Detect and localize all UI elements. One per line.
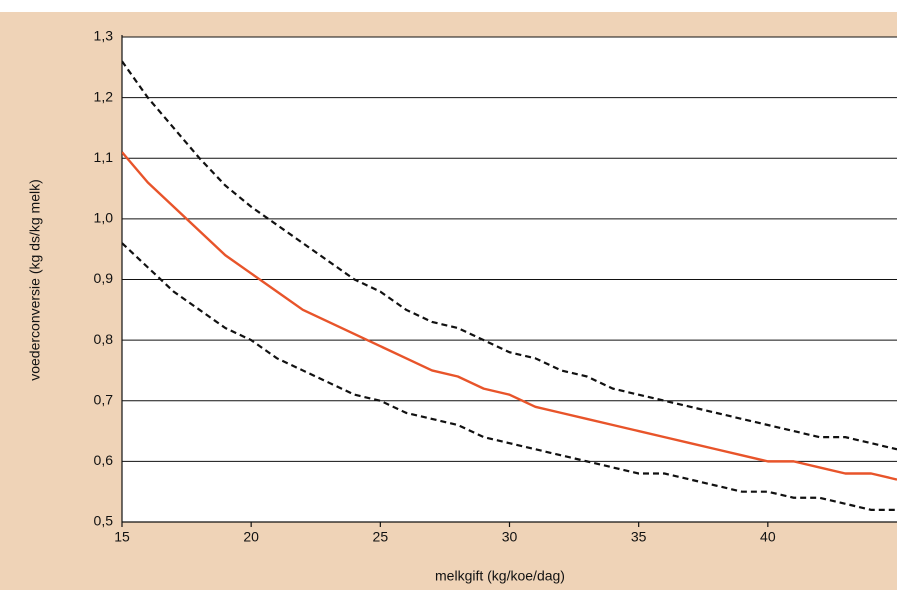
y-tick-label: 0,7 [94, 391, 114, 407]
x-tick-label: 25 [373, 529, 389, 545]
y-tick-label: 1,2 [94, 88, 114, 104]
x-tick-label: 35 [631, 529, 647, 545]
y-tick-label: 0,5 [94, 513, 114, 529]
series-line [122, 60, 897, 451]
series-line [122, 242, 897, 511]
y-tick-label: 0,8 [94, 331, 114, 347]
x-tick-label: 15 [114, 529, 130, 545]
y-tick-label: 0,9 [94, 270, 114, 286]
x-tick-label: 30 [502, 529, 518, 545]
y-tick-label: 1,1 [94, 149, 114, 165]
x-tick-label: 40 [760, 529, 776, 545]
y-tick-label: 1,3 [94, 28, 114, 44]
x-tick-label: 20 [243, 529, 259, 545]
y-tick-label: 0,6 [94, 452, 114, 468]
y-axis-label: voederconversie (kg ds/kg melk) [27, 179, 43, 381]
x-axis-label: melkgift (kg/koe/dag) [435, 568, 565, 584]
series-line [122, 151, 897, 481]
y-tick-label: 1,0 [94, 210, 114, 226]
series-group [122, 60, 897, 511]
